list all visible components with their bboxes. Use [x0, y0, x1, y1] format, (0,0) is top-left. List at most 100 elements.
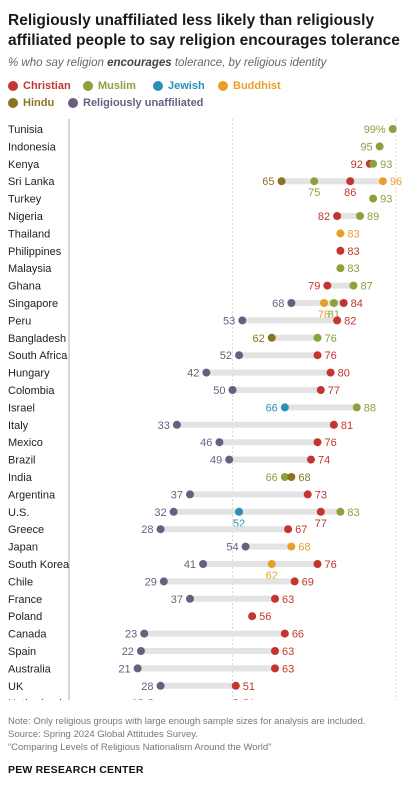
data-label: 95 [360, 141, 372, 153]
data-label: 68 [298, 542, 310, 554]
country-label: Mexico [8, 437, 43, 449]
data-point [310, 177, 319, 186]
data-point [329, 420, 338, 429]
data-label: 49 [210, 455, 222, 467]
data-label: 63 [282, 663, 294, 675]
data-label: 74 [318, 455, 330, 467]
data-point [329, 299, 338, 307]
data-label: 76 [325, 559, 337, 571]
data-label: 42 [187, 368, 199, 380]
country-label: Turkey [8, 194, 42, 206]
data-point [248, 612, 257, 621]
country-label: Philippines [8, 246, 62, 258]
legend-hindu-label: Hindu [23, 97, 55, 109]
data-point [185, 594, 194, 603]
country-label: Netherlands [8, 698, 68, 700]
jewish-dot-icon [153, 81, 163, 91]
data-label: 46 [200, 437, 212, 449]
unaffiliated-dot-icon [68, 98, 78, 108]
data-point [388, 125, 397, 133]
data-point [378, 177, 387, 186]
country-label: Poland [8, 611, 42, 623]
data-label: 66 [266, 402, 278, 414]
data-label: 87 [360, 281, 372, 293]
data-point [303, 490, 312, 499]
buddhist-dot-icon [218, 81, 228, 91]
data-point [238, 316, 247, 325]
data-label: 83 [347, 263, 359, 275]
data-point [352, 403, 361, 412]
data-label: 62 [252, 333, 264, 345]
country-label: Argentina [8, 489, 56, 501]
subtitle-pre: % who say religion [8, 57, 108, 69]
country-label: Peru [8, 315, 31, 327]
data-label: 21 [118, 663, 130, 675]
data-label: 50 [213, 385, 225, 397]
data-label: 63 [282, 594, 294, 606]
data-point [280, 403, 289, 412]
data-label: 93 [380, 159, 392, 171]
legend-muslim-label: Muslim [98, 80, 136, 92]
country-label: Bangladesh [8, 333, 66, 345]
legend-christian-label: Christian [23, 80, 71, 92]
data-point [313, 438, 322, 447]
data-label: 52 [220, 350, 232, 362]
country-label: Indonesia [8, 141, 57, 153]
country-label: Ghana [8, 281, 42, 293]
data-point [336, 507, 345, 516]
data-point [280, 629, 289, 638]
note-text: Note: Only religious groups with large e… [8, 716, 366, 727]
data-point [225, 455, 234, 464]
data-point [280, 473, 289, 481]
data-point [313, 351, 322, 360]
data-point [287, 473, 296, 481]
data-point [267, 560, 276, 568]
data-label: 56 [259, 611, 271, 623]
data-point [290, 577, 299, 586]
data-label: 81 [341, 420, 353, 432]
country-label: Colombia [8, 385, 55, 397]
data-point [323, 281, 332, 290]
data-label: 83 [347, 246, 359, 258]
legend-jewish: Jewish [153, 80, 205, 92]
data-point [346, 177, 355, 186]
data-label: 28 [141, 524, 153, 536]
data-point [336, 264, 345, 273]
country-label: India [8, 472, 33, 484]
chart-title: Religiously unaffiliated less likely tha… [8, 12, 400, 49]
country-label: Canada [8, 629, 47, 641]
data-label: 51 [243, 681, 255, 693]
source-text: Source: Spring 2024 Global Attitudes Sur… [8, 729, 198, 740]
data-point [333, 316, 342, 325]
data-point [233, 699, 239, 700]
data-label: 23 [125, 629, 137, 641]
legend-muslim: Muslim [83, 80, 136, 92]
data-point [339, 299, 348, 307]
data-point [169, 507, 178, 516]
data-point [140, 629, 149, 638]
data-label: 99% [364, 124, 386, 136]
data-point [369, 159, 378, 168]
country-label: Spain [8, 646, 36, 658]
country-label: Greece [8, 524, 44, 536]
data-label: 86 [344, 187, 356, 199]
data-label: 41 [184, 559, 196, 571]
data-label: 96 [390, 176, 402, 188]
data-label: 65 [262, 176, 274, 188]
data-label: 66 [292, 629, 304, 641]
data-point [313, 333, 322, 342]
country-label: South Africa [8, 350, 68, 362]
legend-christian: Christian [8, 80, 71, 92]
data-label: 51 [243, 698, 255, 700]
data-label: 22 [122, 646, 134, 658]
data-label: 32 [154, 507, 166, 519]
data-label: 37 [171, 489, 183, 501]
subtitle-bold: encourages [107, 57, 172, 69]
data-label: 82 [318, 211, 330, 223]
data-label: 66 [266, 472, 278, 484]
legend-buddhist: Buddhist [218, 80, 281, 92]
data-label: 54 [226, 542, 238, 554]
data-label: 93 [380, 194, 392, 206]
data-point [215, 438, 224, 447]
subtitle-post: tolerance, by religious identity [171, 57, 327, 69]
